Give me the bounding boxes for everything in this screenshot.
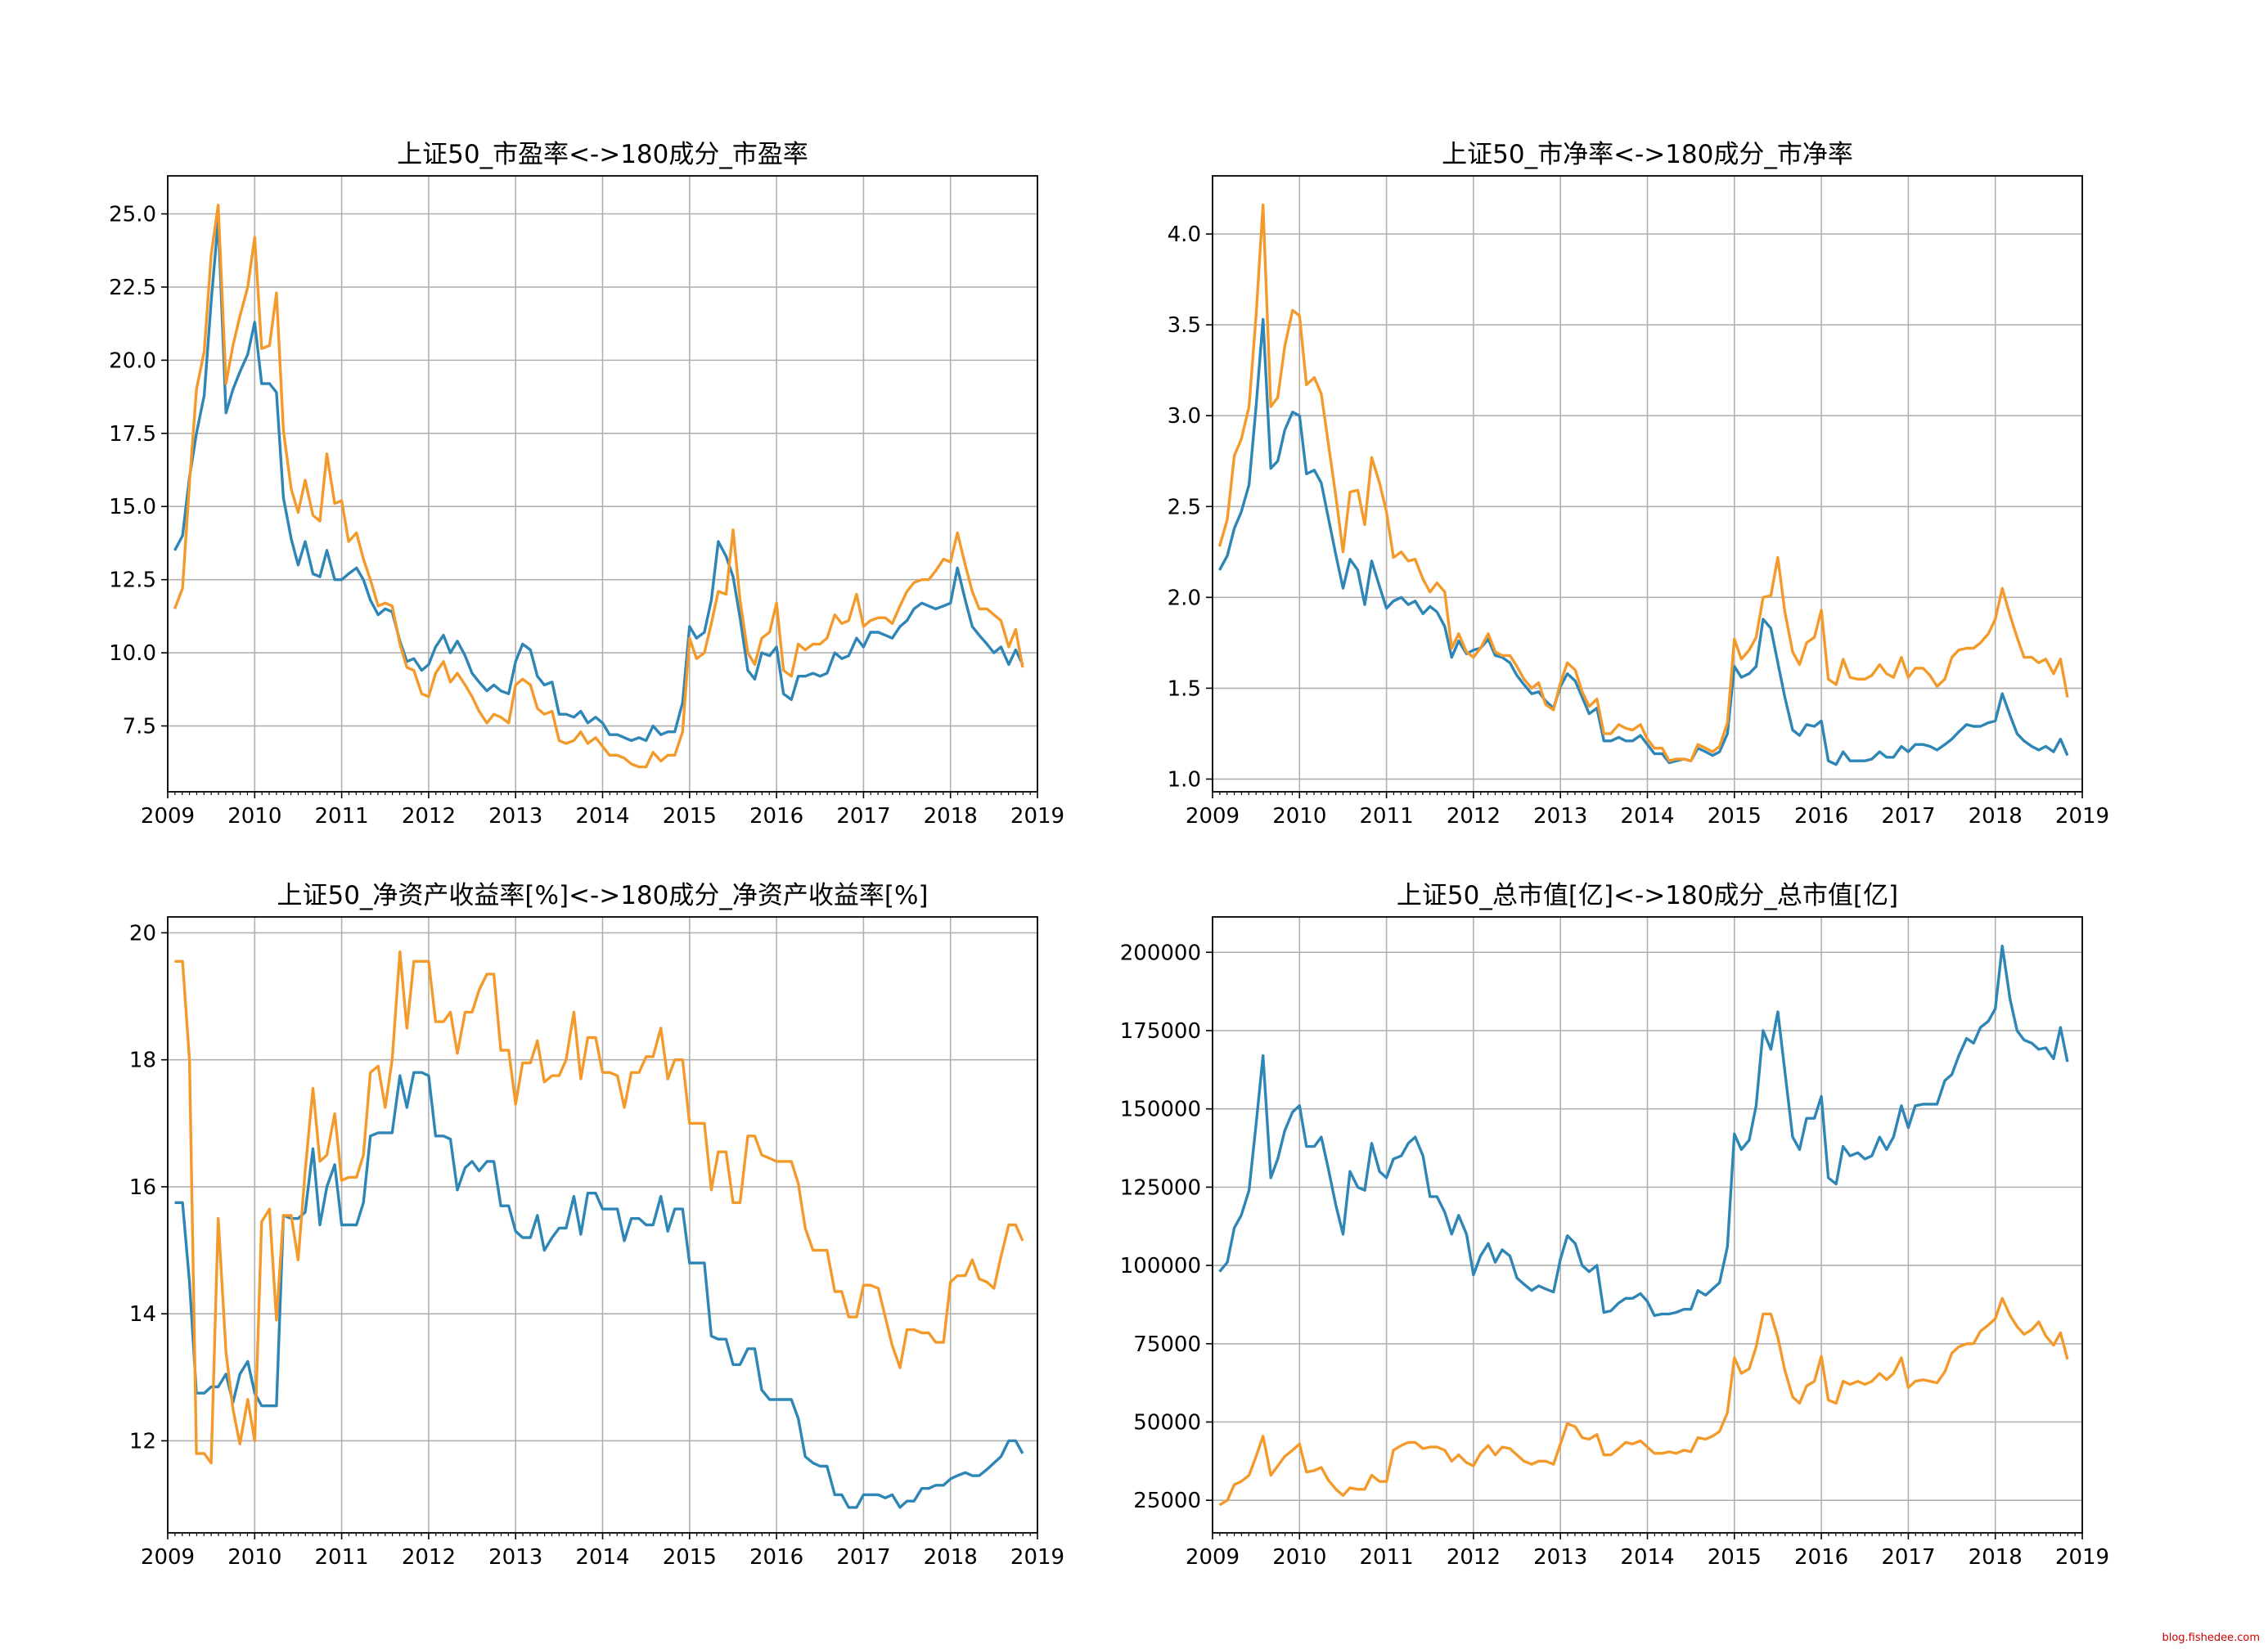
y-tick-label: 150000 xyxy=(1120,1098,1201,1122)
chart-panel-pb-ratio: 2009 2010 2011 2012 2013 2014 2015 2016 2017 2018… xyxy=(1168,140,2109,829)
y-tick-label: 25.0 xyxy=(109,203,156,227)
x-tick-label: 2011 xyxy=(1360,1545,1414,1570)
y-tick-label: 25000 xyxy=(1133,1489,1201,1513)
y-tick-label: 175000 xyxy=(1120,1019,1201,1044)
x-tick-label: 2011 xyxy=(1360,804,1414,829)
y-tick-label: 18 xyxy=(129,1049,156,1073)
x-tick-label: 2009 xyxy=(1186,804,1240,829)
series-line-2 xyxy=(1217,203,2069,762)
x-tick-label: 2009 xyxy=(141,1545,195,1570)
x-tick-label: 2018 xyxy=(924,1545,978,1570)
x-tick-label: 2015 xyxy=(663,1545,717,1570)
chart-panel-pe-ratio: 2009 2010 2011 2012 2013 2014 2015 2016 2017 2018… xyxy=(109,140,1064,829)
x-tick-label: 2011 xyxy=(315,1545,369,1570)
series-line-1 xyxy=(173,218,1024,743)
y-tick-label: 3.0 xyxy=(1168,404,1201,429)
chart-title: 上证50_净资产收益率[%]<->180成分_净资产收益率[%] xyxy=(277,881,928,910)
y-tick-label: 75000 xyxy=(1133,1332,1201,1357)
y-tick-label: 7.5 xyxy=(123,715,156,739)
y-tick-label: 12.5 xyxy=(109,568,156,593)
chart-title: 上证50_市盈率<->180成分_市盈率 xyxy=(397,140,808,169)
chart-panel-roe: 2009 2010 2011 2012 2013 2014 2015 2016 2017 2018… xyxy=(129,881,1064,1570)
y-tick-label: 2.5 xyxy=(1168,495,1201,519)
x-tick-label: 2015 xyxy=(663,804,717,829)
y-tick-label: 22.5 xyxy=(109,276,156,300)
series-line-1 xyxy=(1218,317,2069,766)
y-tick-label: 16 xyxy=(129,1175,156,1200)
x-tick-label: 2017 xyxy=(1881,804,1935,829)
y-tick-label: 20 xyxy=(129,921,156,946)
series-line-2 xyxy=(174,950,1024,1465)
x-tick-label: 2010 xyxy=(1272,1545,1326,1570)
x-tick-label: 2012 xyxy=(402,1545,456,1570)
x-tick-label: 2018 xyxy=(924,804,978,829)
chart-title: 上证50_总市值[亿]<->180成分_总市值[亿] xyxy=(1397,881,1898,910)
x-tick-label: 2017 xyxy=(836,1545,890,1570)
x-tick-label: 2019 xyxy=(1010,1545,1064,1570)
x-tick-label: 2013 xyxy=(488,804,542,829)
x-tick-label: 2009 xyxy=(1186,1545,1240,1570)
y-tick-label: 125000 xyxy=(1120,1175,1201,1200)
x-tick-label: 2016 xyxy=(1794,804,1848,829)
series-line-2 xyxy=(173,204,1024,769)
series-line-1 xyxy=(1218,944,2069,1317)
y-tick-label: 12 xyxy=(129,1429,156,1454)
y-tick-label: 20.0 xyxy=(109,348,156,373)
y-tick-label: 200000 xyxy=(1120,941,1201,965)
x-tick-label: 2009 xyxy=(141,804,195,829)
y-tick-label: 4.0 xyxy=(1168,222,1201,247)
x-tick-label: 2019 xyxy=(1010,804,1064,829)
chart-title: 上证50_市净率<->180成分_市净率 xyxy=(1442,140,1853,169)
x-tick-label: 2016 xyxy=(1794,1545,1848,1570)
y-tick-label: 1.0 xyxy=(1168,767,1201,792)
y-tick-label: 100000 xyxy=(1120,1254,1201,1278)
y-tick-label: 2.0 xyxy=(1168,586,1201,610)
x-tick-label: 2014 xyxy=(1620,804,1674,829)
y-tick-label: 1.5 xyxy=(1168,676,1201,701)
x-tick-label: 2012 xyxy=(1447,1545,1501,1570)
y-tick-label: 14 xyxy=(129,1302,156,1327)
x-tick-label: 2018 xyxy=(1969,1545,2023,1570)
x-tick-label: 2018 xyxy=(1969,804,2023,829)
x-tick-label: 2019 xyxy=(2055,804,2109,829)
x-tick-label: 2017 xyxy=(1881,1545,1935,1570)
x-tick-label: 2016 xyxy=(749,804,803,829)
x-tick-label: 2014 xyxy=(575,1545,629,1570)
y-tick-label: 3.5 xyxy=(1168,313,1201,338)
x-tick-label: 2010 xyxy=(227,1545,281,1570)
x-tick-label: 2017 xyxy=(836,804,890,829)
x-tick-label: 2014 xyxy=(1620,1545,1674,1570)
y-tick-label: 17.5 xyxy=(109,422,156,447)
chart-panel-market-cap: 2009 2010 2011 2012 2013 2014 2015 2016 2017 2018… xyxy=(1120,881,2109,1570)
x-tick-label: 2010 xyxy=(1272,804,1326,829)
watermark-text: blog.fishedee.com xyxy=(2162,1632,2260,1644)
y-tick-label: 15.0 xyxy=(109,495,156,519)
x-tick-label: 2013 xyxy=(1533,804,1587,829)
x-tick-label: 2013 xyxy=(488,1545,542,1570)
x-tick-label: 2013 xyxy=(1533,1545,1587,1570)
x-tick-label: 2014 xyxy=(575,804,629,829)
x-tick-label: 2012 xyxy=(1447,804,1501,829)
series-line-2 xyxy=(1218,1296,2069,1507)
x-tick-label: 2016 xyxy=(749,1545,803,1570)
x-tick-label: 2010 xyxy=(227,804,281,829)
y-tick-label: 50000 xyxy=(1133,1410,1201,1435)
x-tick-label: 2019 xyxy=(2055,1545,2109,1570)
x-tick-label: 2012 xyxy=(402,804,456,829)
x-tick-label: 2015 xyxy=(1708,804,1762,829)
y-tick-label: 10.0 xyxy=(109,641,156,666)
series-line-1 xyxy=(174,1071,1024,1509)
x-tick-label: 2015 xyxy=(1708,1545,1762,1570)
x-tick-label: 2011 xyxy=(315,804,369,829)
